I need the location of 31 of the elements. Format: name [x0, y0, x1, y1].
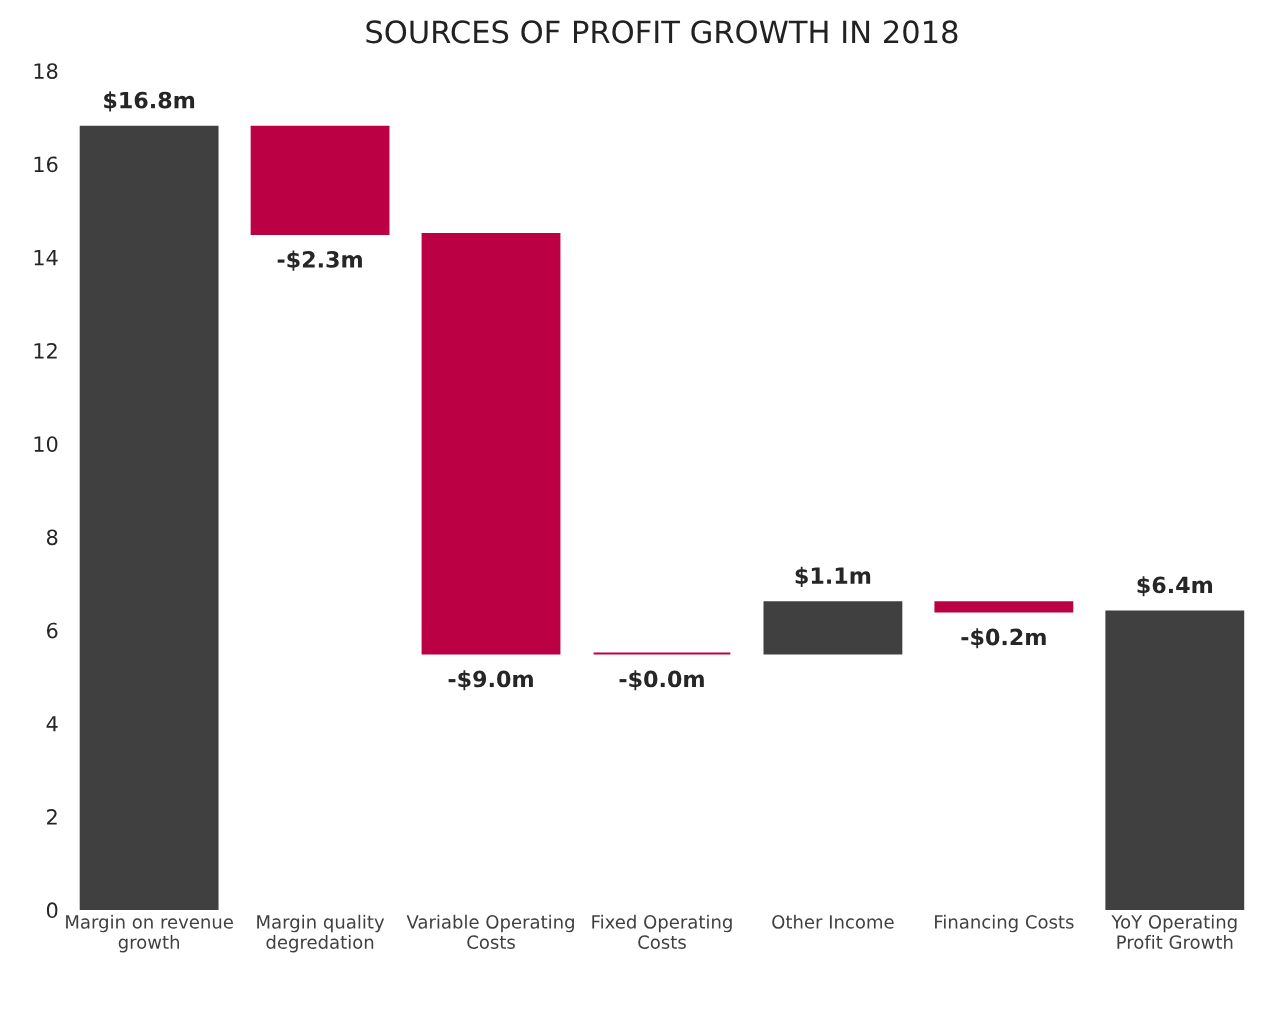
data-label: -$9.0m	[448, 670, 533, 691]
bar	[763, 601, 903, 655]
y-tick-label: 16	[34, 156, 58, 173]
bar	[250, 125, 390, 235]
chart-title: SOURCES OF PROFIT GROWTH IN 2018	[366, 20, 958, 44]
data-label: $1.1m	[795, 566, 871, 587]
x-tick-label: YoY Operating Profit Growth	[1111, 914, 1237, 949]
data-label: -$0.0m	[619, 670, 704, 691]
x-tick-label: Financing Costs	[935, 914, 1074, 933]
data-label: $6.4m	[1137, 576, 1213, 597]
x-tick-label: Fixed Operating Costs	[592, 914, 732, 949]
bar	[421, 232, 561, 655]
y-tick-label: 8	[46, 529, 58, 546]
data-label: $16.8m	[104, 91, 195, 112]
bar	[79, 125, 219, 910]
x-tick-label: Variable Operating Costs	[406, 914, 574, 949]
y-tick-label: 6	[46, 622, 58, 639]
y-tick-label: 10	[34, 436, 58, 452]
data-label: -$0.2m	[961, 628, 1046, 649]
x-tick-label: Margin on revenue growth	[66, 914, 233, 953]
bar	[1105, 610, 1245, 910]
y-tick-label: 18	[34, 63, 58, 79]
y-tick-label: 0	[46, 902, 58, 919]
x-tick-label: Other Income	[772, 914, 894, 929]
y-tick-label: 14	[34, 249, 58, 266]
x-tick-label: Margin quality degredation	[257, 914, 385, 953]
y-tick-label: 4	[46, 716, 58, 732]
bar	[934, 601, 1074, 613]
y-tick-label: 12	[34, 342, 57, 359]
y-tick-label: 2	[47, 809, 57, 825]
data-label: -$2.3m	[277, 250, 362, 271]
